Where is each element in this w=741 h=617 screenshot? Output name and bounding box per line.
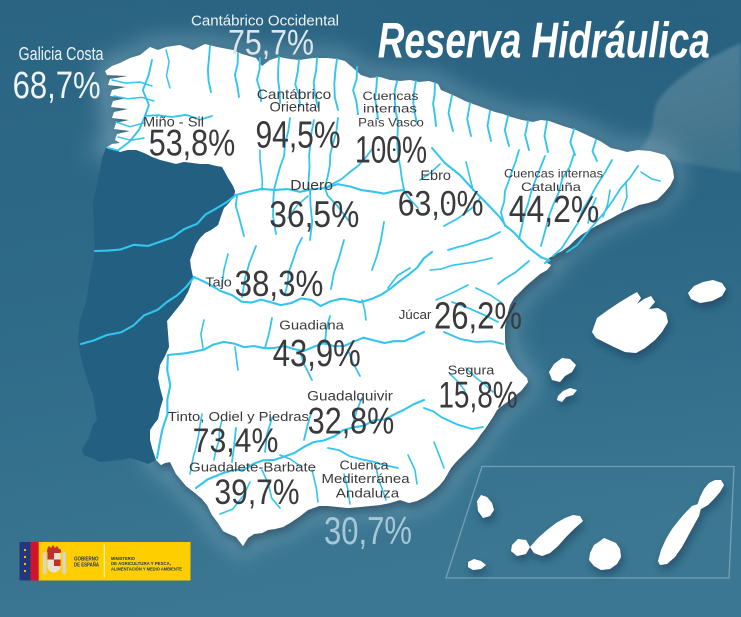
svg-text:País Vasco: País Vasco: [358, 116, 424, 130]
svg-text:GOBIERNO: GOBIERNO: [74, 557, 99, 563]
svg-text:Cataluña: Cataluña: [521, 180, 581, 194]
svg-text:Cantábrico: Cantábrico: [257, 86, 332, 102]
svg-text:Júcar: Júcar: [399, 307, 432, 322]
svg-text:DE AGRICULTURA Y PESCA,: DE AGRICULTURA Y PESCA,: [111, 561, 171, 566]
svg-text:100%: 100%: [355, 129, 427, 171]
svg-text:Guadiana: Guadiana: [279, 318, 344, 333]
svg-text:internas: internas: [363, 101, 417, 115]
svg-text:DE ESPAÑA: DE ESPAÑA: [74, 562, 99, 569]
svg-text:MINISTERIO: MINISTERIO: [111, 556, 135, 561]
svg-text:15,8%: 15,8%: [438, 375, 517, 416]
svg-text:94,5%: 94,5%: [256, 114, 341, 156]
svg-text:Cantábrico Occidental: Cantábrico Occidental: [191, 13, 339, 29]
svg-text:Tajo: Tajo: [205, 275, 231, 290]
svg-text:32,8%: 32,8%: [308, 401, 394, 442]
svg-text:Segura: Segura: [448, 363, 496, 378]
svg-text:Cuencas: Cuencas: [363, 89, 419, 103]
svg-text:Andaluza: Andaluza: [336, 485, 401, 500]
svg-text:38,3%: 38,3%: [235, 263, 324, 304]
svg-text:75,7%: 75,7%: [228, 23, 314, 62]
svg-text:Duero: Duero: [290, 178, 333, 194]
svg-text:Ebro: Ebro: [420, 168, 451, 183]
svg-text:Guadalete-Barbate: Guadalete-Barbate: [189, 459, 316, 474]
svg-text:44,2%: 44,2%: [509, 188, 600, 230]
svg-text:53,8%: 53,8%: [149, 122, 236, 164]
svg-text:39,7%: 39,7%: [215, 472, 300, 512]
svg-text:Galicia Costa: Galicia Costa: [19, 44, 105, 64]
svg-text:68,7%: 68,7%: [13, 65, 101, 107]
svg-text:Cuenca: Cuenca: [340, 458, 390, 473]
svg-text:43,9%: 43,9%: [273, 332, 361, 375]
svg-text:Oriental: Oriental: [270, 99, 321, 115]
svg-text:26,2%: 26,2%: [434, 296, 522, 338]
svg-text:ALIMENTACIÓN Y MEDIO AMBIENTE: ALIMENTACIÓN Y MEDIO AMBIENTE: [111, 565, 182, 572]
svg-text:Reserva Hidráulica: Reserva Hidráulica: [378, 13, 710, 69]
svg-text:Cuencas internas: Cuencas internas: [504, 167, 603, 181]
svg-text:Miño - Sil: Miño - Sil: [143, 114, 204, 130]
svg-text:30,7%: 30,7%: [324, 510, 412, 553]
svg-text:73,4%: 73,4%: [193, 422, 279, 460]
svg-text:36,5%: 36,5%: [269, 194, 359, 235]
svg-text:Tinto, Odiel y Piedras: Tinto, Odiel y Piedras: [168, 409, 310, 424]
svg-text:Guadalquivir: Guadalquivir: [307, 389, 393, 404]
svg-text:63,0%: 63,0%: [398, 184, 484, 223]
svg-text:Mediterránea: Mediterránea: [322, 471, 411, 486]
